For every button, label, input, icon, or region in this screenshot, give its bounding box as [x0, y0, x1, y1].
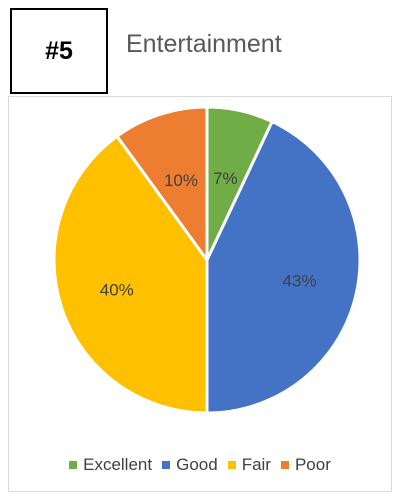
legend-item-excellent: Excellent	[69, 455, 152, 475]
legend-item-fair: Fair	[227, 455, 271, 475]
legend-swatch	[69, 461, 78, 469]
pie-slice-fair	[52, 134, 209, 415]
chart-legend: Excellent Good Fair Poor	[0, 455, 400, 475]
legend-swatch	[280, 461, 289, 469]
data-label-excellent: 7%	[213, 169, 238, 188]
legend-swatch	[227, 461, 236, 469]
data-label-poor: 10%	[164, 171, 198, 190]
chart-frame	[8, 96, 392, 492]
legend-label: Fair	[241, 455, 271, 474]
legend-label: Excellent	[83, 455, 153, 474]
data-label-fair: 40%	[100, 280, 134, 299]
pie-slice-poor	[114, 105, 209, 265]
legend-swatch	[162, 461, 171, 469]
data-label-good: 43%	[283, 272, 317, 291]
legend-item-good: Good	[162, 455, 218, 475]
chart-title: Entertainment	[126, 30, 282, 58]
legend-label: Poor	[294, 455, 331, 474]
legend-label: Good	[176, 455, 218, 474]
chart-number-badge: #5	[10, 8, 108, 94]
pie-slice-good	[205, 119, 362, 415]
legend-item-poor: Poor	[280, 455, 331, 475]
